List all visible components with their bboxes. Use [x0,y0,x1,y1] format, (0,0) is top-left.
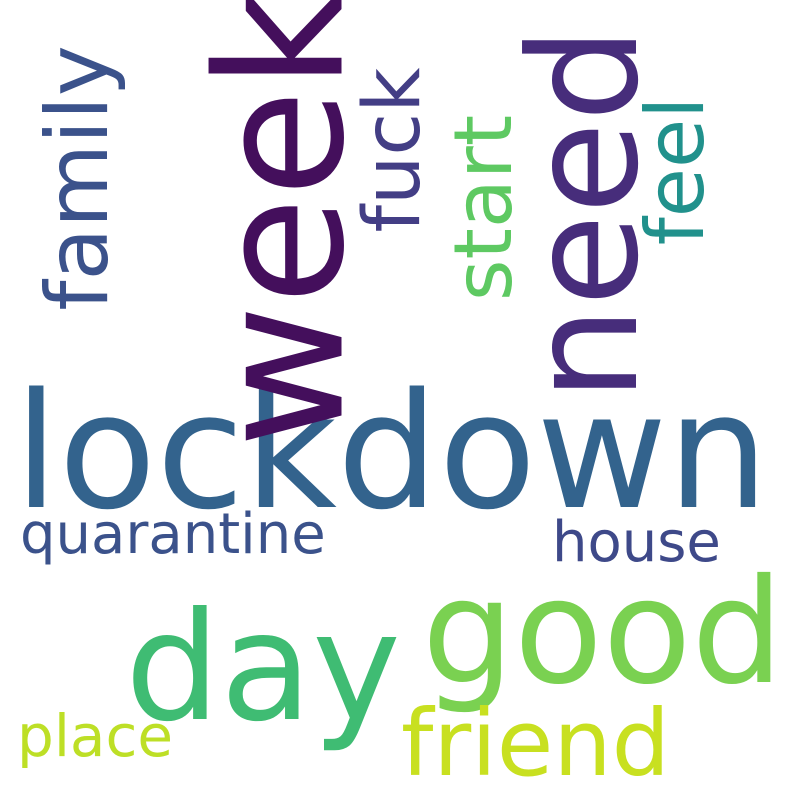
word-place: place [17,702,174,770]
word-start: start [437,114,530,302]
word-week: week [180,0,384,448]
word-quarantine: quarantine [20,502,326,567]
word-feel: feel [629,96,722,246]
word-day: day [125,581,401,755]
word-lockdown: lockdown [14,358,769,545]
word-fuck: fuck [348,67,438,233]
word-house: house [552,510,721,575]
word-friend: friend [401,690,671,797]
word-good: good [422,548,784,717]
word-family: family [28,45,128,311]
